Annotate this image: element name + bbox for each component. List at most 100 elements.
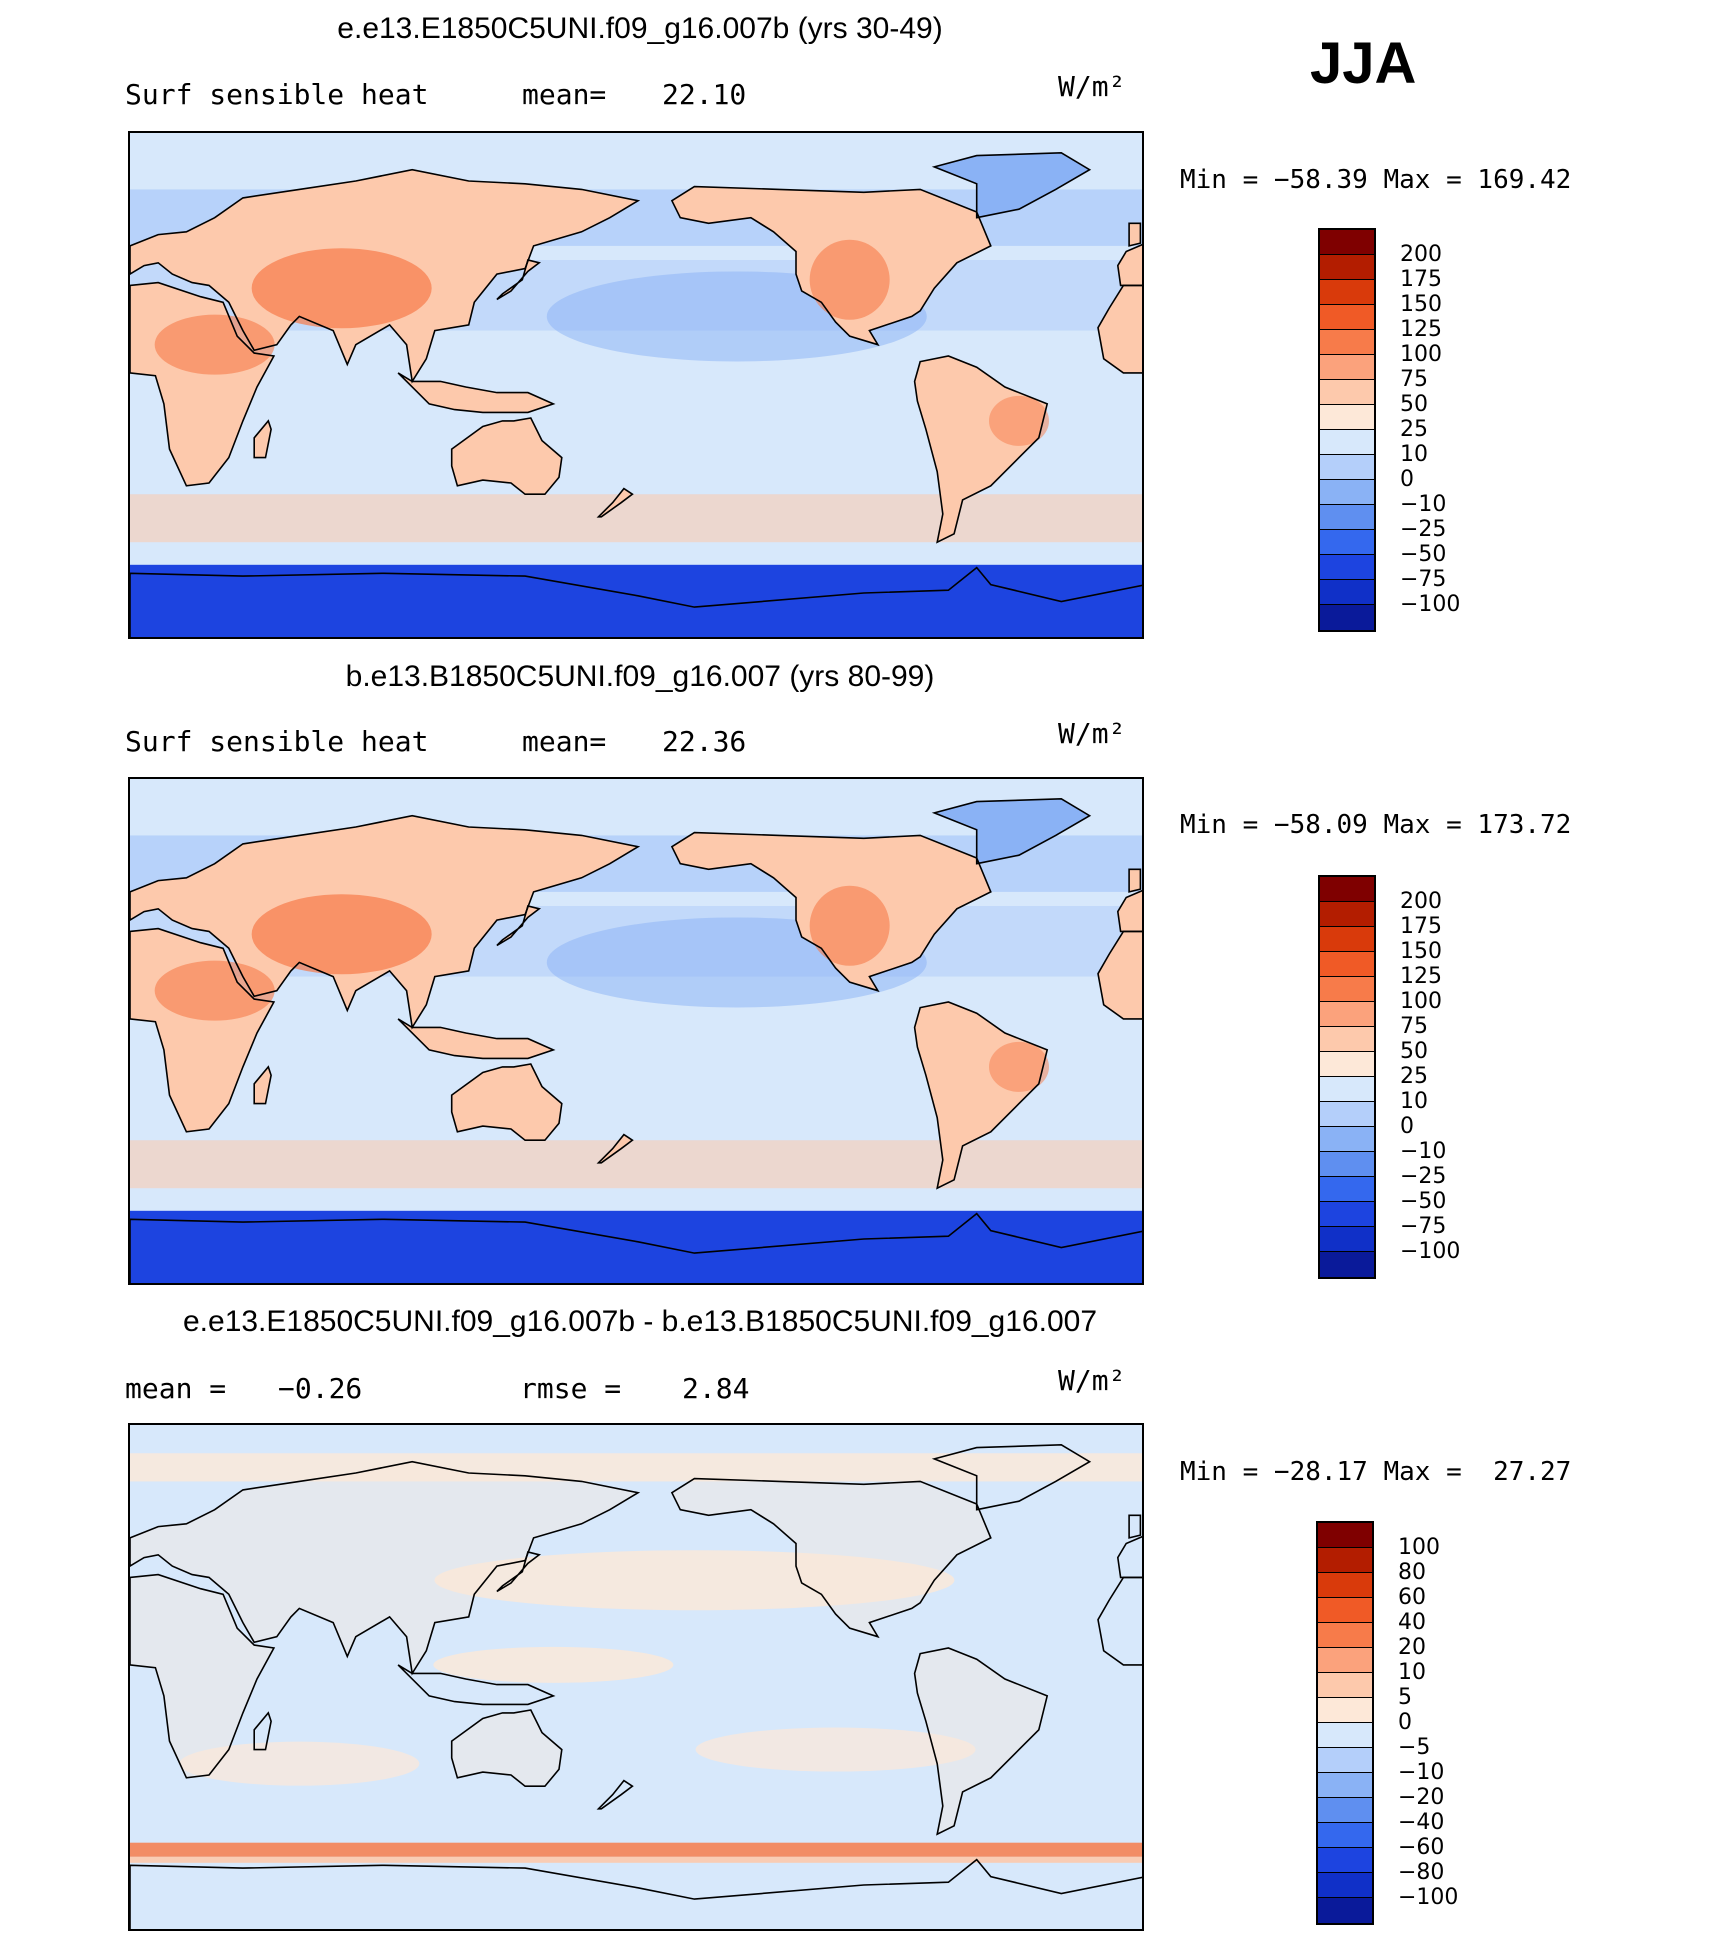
colorbar-swatch bbox=[1320, 430, 1374, 455]
colorbar-swatch bbox=[1320, 902, 1374, 927]
panel2-map bbox=[128, 777, 1144, 1285]
colorbar-swatch bbox=[1318, 1898, 1372, 1923]
panel1-map bbox=[128, 131, 1144, 639]
colorbar-level-label: 10 bbox=[1398, 1660, 1426, 1685]
colorbar-level-label: 125 bbox=[1400, 317, 1442, 342]
colorbar-level-label: 80 bbox=[1398, 1560, 1426, 1585]
colorbar-level-label: 75 bbox=[1400, 367, 1428, 392]
colorbar-swatch bbox=[1320, 1102, 1374, 1127]
panel2-title: b.e13.B1850C5UNI.f09_g16.007 (yrs 80-99) bbox=[345, 660, 935, 693]
colorbar-swatch bbox=[1318, 1748, 1372, 1773]
panel1-mean-value: 22.10 bbox=[662, 78, 747, 111]
colorbar-swatch bbox=[1320, 1152, 1374, 1177]
colorbar-swatch bbox=[1320, 380, 1374, 405]
colorbar-level-label: 60 bbox=[1398, 1585, 1426, 1610]
colorbar-level-label: 40 bbox=[1398, 1610, 1426, 1635]
panel1-minmax: Min = −58.39 Max = 169.42 bbox=[1180, 165, 1572, 195]
colorbar-swatch bbox=[1320, 230, 1374, 255]
colorbar-swatch bbox=[1320, 977, 1374, 1002]
colorbar-level-label: 100 bbox=[1398, 1535, 1440, 1560]
colorbar-level-label: −80 bbox=[1398, 1860, 1445, 1885]
colorbar-level-label: 175 bbox=[1400, 267, 1442, 292]
panel2-colorbar bbox=[1318, 875, 1376, 1279]
colorbar-swatch bbox=[1318, 1648, 1372, 1673]
colorbar-swatch bbox=[1320, 1127, 1374, 1152]
colorbar-level-label: −5 bbox=[1398, 1735, 1431, 1760]
colorbar-swatch bbox=[1320, 877, 1374, 902]
colorbar-level-label: −10 bbox=[1400, 1139, 1447, 1164]
panel3-map bbox=[128, 1423, 1144, 1931]
colorbar-level-label: 125 bbox=[1400, 964, 1442, 989]
colorbar-level-label: 10 bbox=[1400, 442, 1428, 467]
colorbar-level-label: −60 bbox=[1398, 1835, 1445, 1860]
colorbar-level-label: −100 bbox=[1400, 1239, 1461, 1264]
panel2-mean-label: mean= bbox=[522, 725, 607, 758]
colorbar-swatch bbox=[1318, 1673, 1372, 1698]
colorbar-swatch bbox=[1320, 1077, 1374, 1102]
colorbar-swatch bbox=[1320, 555, 1374, 580]
colorbar-swatch bbox=[1318, 1723, 1372, 1748]
colorbar-swatch bbox=[1318, 1523, 1372, 1548]
panel1-units: W/m² bbox=[1058, 70, 1126, 103]
colorbar-swatch bbox=[1318, 1798, 1372, 1823]
colorbar-swatch bbox=[1320, 605, 1374, 630]
colorbar-swatch bbox=[1318, 1573, 1372, 1598]
colorbar-swatch bbox=[1320, 1002, 1374, 1027]
panel1-colorbar-labels: 200 175 150 125 100 75 50 25 10 0 −10 −25 −50 −75 −100 bbox=[1400, 242, 1460, 617]
panel2-colorbar-labels: 200 175 150 125 100 75 50 25 10 0 −10 −25 −50 −75 −100 bbox=[1400, 889, 1460, 1264]
colorbar-swatch bbox=[1320, 927, 1374, 952]
colorbar-swatch bbox=[1318, 1823, 1372, 1848]
colorbar-swatch bbox=[1320, 280, 1374, 305]
colorbar-level-label: −25 bbox=[1400, 1164, 1447, 1189]
colorbar-level-label: −75 bbox=[1400, 567, 1447, 592]
season-label: JJA bbox=[1310, 31, 1417, 96]
panel2-mean-value: 22.36 bbox=[662, 725, 747, 758]
colorbar-swatch bbox=[1320, 1227, 1374, 1252]
panel2-minmax: Min = −58.09 Max = 173.72 bbox=[1180, 810, 1572, 840]
colorbar-level-label: 150 bbox=[1400, 292, 1442, 317]
colorbar-level-label: 10 bbox=[1400, 1089, 1428, 1114]
colorbar-swatch bbox=[1318, 1623, 1372, 1648]
colorbar-swatch bbox=[1320, 505, 1374, 530]
colorbar-swatch bbox=[1320, 1252, 1374, 1277]
colorbar-swatch bbox=[1318, 1698, 1372, 1723]
colorbar-swatch bbox=[1320, 255, 1374, 280]
colorbar-swatch bbox=[1318, 1873, 1372, 1898]
panel3-mean-label: mean = bbox=[125, 1372, 227, 1405]
panel3-rmse-value: 2.84 bbox=[682, 1372, 750, 1405]
panel1-colorbar bbox=[1318, 228, 1376, 632]
colorbar-swatch bbox=[1318, 1598, 1372, 1623]
panel3-colorbar bbox=[1316, 1521, 1374, 1925]
colorbar-swatch bbox=[1320, 530, 1374, 555]
colorbar-level-label: −40 bbox=[1398, 1810, 1445, 1835]
colorbar-swatch bbox=[1320, 355, 1374, 380]
colorbar-level-label: 25 bbox=[1400, 417, 1428, 442]
colorbar-level-label: 0 bbox=[1400, 1114, 1414, 1139]
colorbar-swatch bbox=[1320, 405, 1374, 430]
colorbar-swatch bbox=[1320, 1027, 1374, 1052]
colorbar-level-label: 75 bbox=[1400, 1014, 1428, 1039]
panel2-units: W/m² bbox=[1058, 717, 1126, 750]
panel1-mean-label: mean= bbox=[522, 78, 607, 111]
panel3-units: W/m² bbox=[1058, 1364, 1126, 1397]
colorbar-level-label: −75 bbox=[1400, 1214, 1447, 1239]
panel3-rmse-label: rmse = bbox=[520, 1372, 622, 1405]
colorbar-level-label: 100 bbox=[1400, 342, 1442, 367]
colorbar-level-label: 0 bbox=[1398, 1710, 1412, 1735]
colorbar-swatch bbox=[1318, 1548, 1372, 1573]
colorbar-level-label: −50 bbox=[1400, 1189, 1447, 1214]
colorbar-level-label: −10 bbox=[1400, 492, 1447, 517]
colorbar-swatch bbox=[1320, 480, 1374, 505]
panel1-title: e.e13.E1850C5UNI.f09_g16.007b (yrs 30-49… bbox=[337, 12, 943, 45]
colorbar-level-label: −20 bbox=[1398, 1785, 1445, 1810]
colorbar-swatch bbox=[1320, 1052, 1374, 1077]
colorbar-level-label: −100 bbox=[1398, 1885, 1459, 1910]
panel3-title: e.e13.E1850C5UNI.f09_g16.007b - b.e13.B1… bbox=[182, 1305, 1098, 1338]
colorbar-swatch bbox=[1320, 330, 1374, 355]
panel1-variable-label: Surf sensible heat bbox=[125, 78, 429, 111]
colorbar-swatch bbox=[1320, 1177, 1374, 1202]
panel3-colorbar-labels: 100 80 60 40 20 10 5 0 −5 −10 −20 −40 −60 −80 −100 bbox=[1398, 1535, 1458, 1910]
colorbar-swatch bbox=[1318, 1773, 1372, 1798]
colorbar-level-label: 20 bbox=[1398, 1635, 1426, 1660]
colorbar-level-label: 200 bbox=[1400, 889, 1442, 914]
